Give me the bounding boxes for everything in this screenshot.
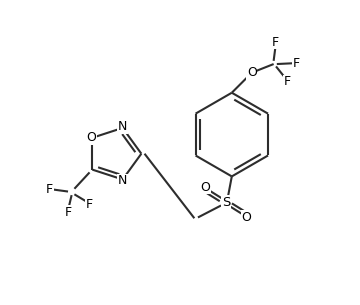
- Text: O: O: [86, 131, 96, 144]
- Text: F: F: [284, 75, 291, 88]
- Text: O: O: [200, 181, 210, 194]
- Text: F: F: [272, 36, 279, 48]
- Text: N: N: [118, 120, 127, 133]
- Text: F: F: [65, 206, 72, 219]
- Text: F: F: [86, 198, 93, 211]
- Text: F: F: [46, 183, 53, 196]
- Text: O: O: [247, 66, 257, 79]
- Text: N: N: [118, 174, 127, 187]
- Text: S: S: [222, 196, 230, 209]
- Text: F: F: [293, 57, 300, 70]
- Text: O: O: [242, 211, 252, 224]
